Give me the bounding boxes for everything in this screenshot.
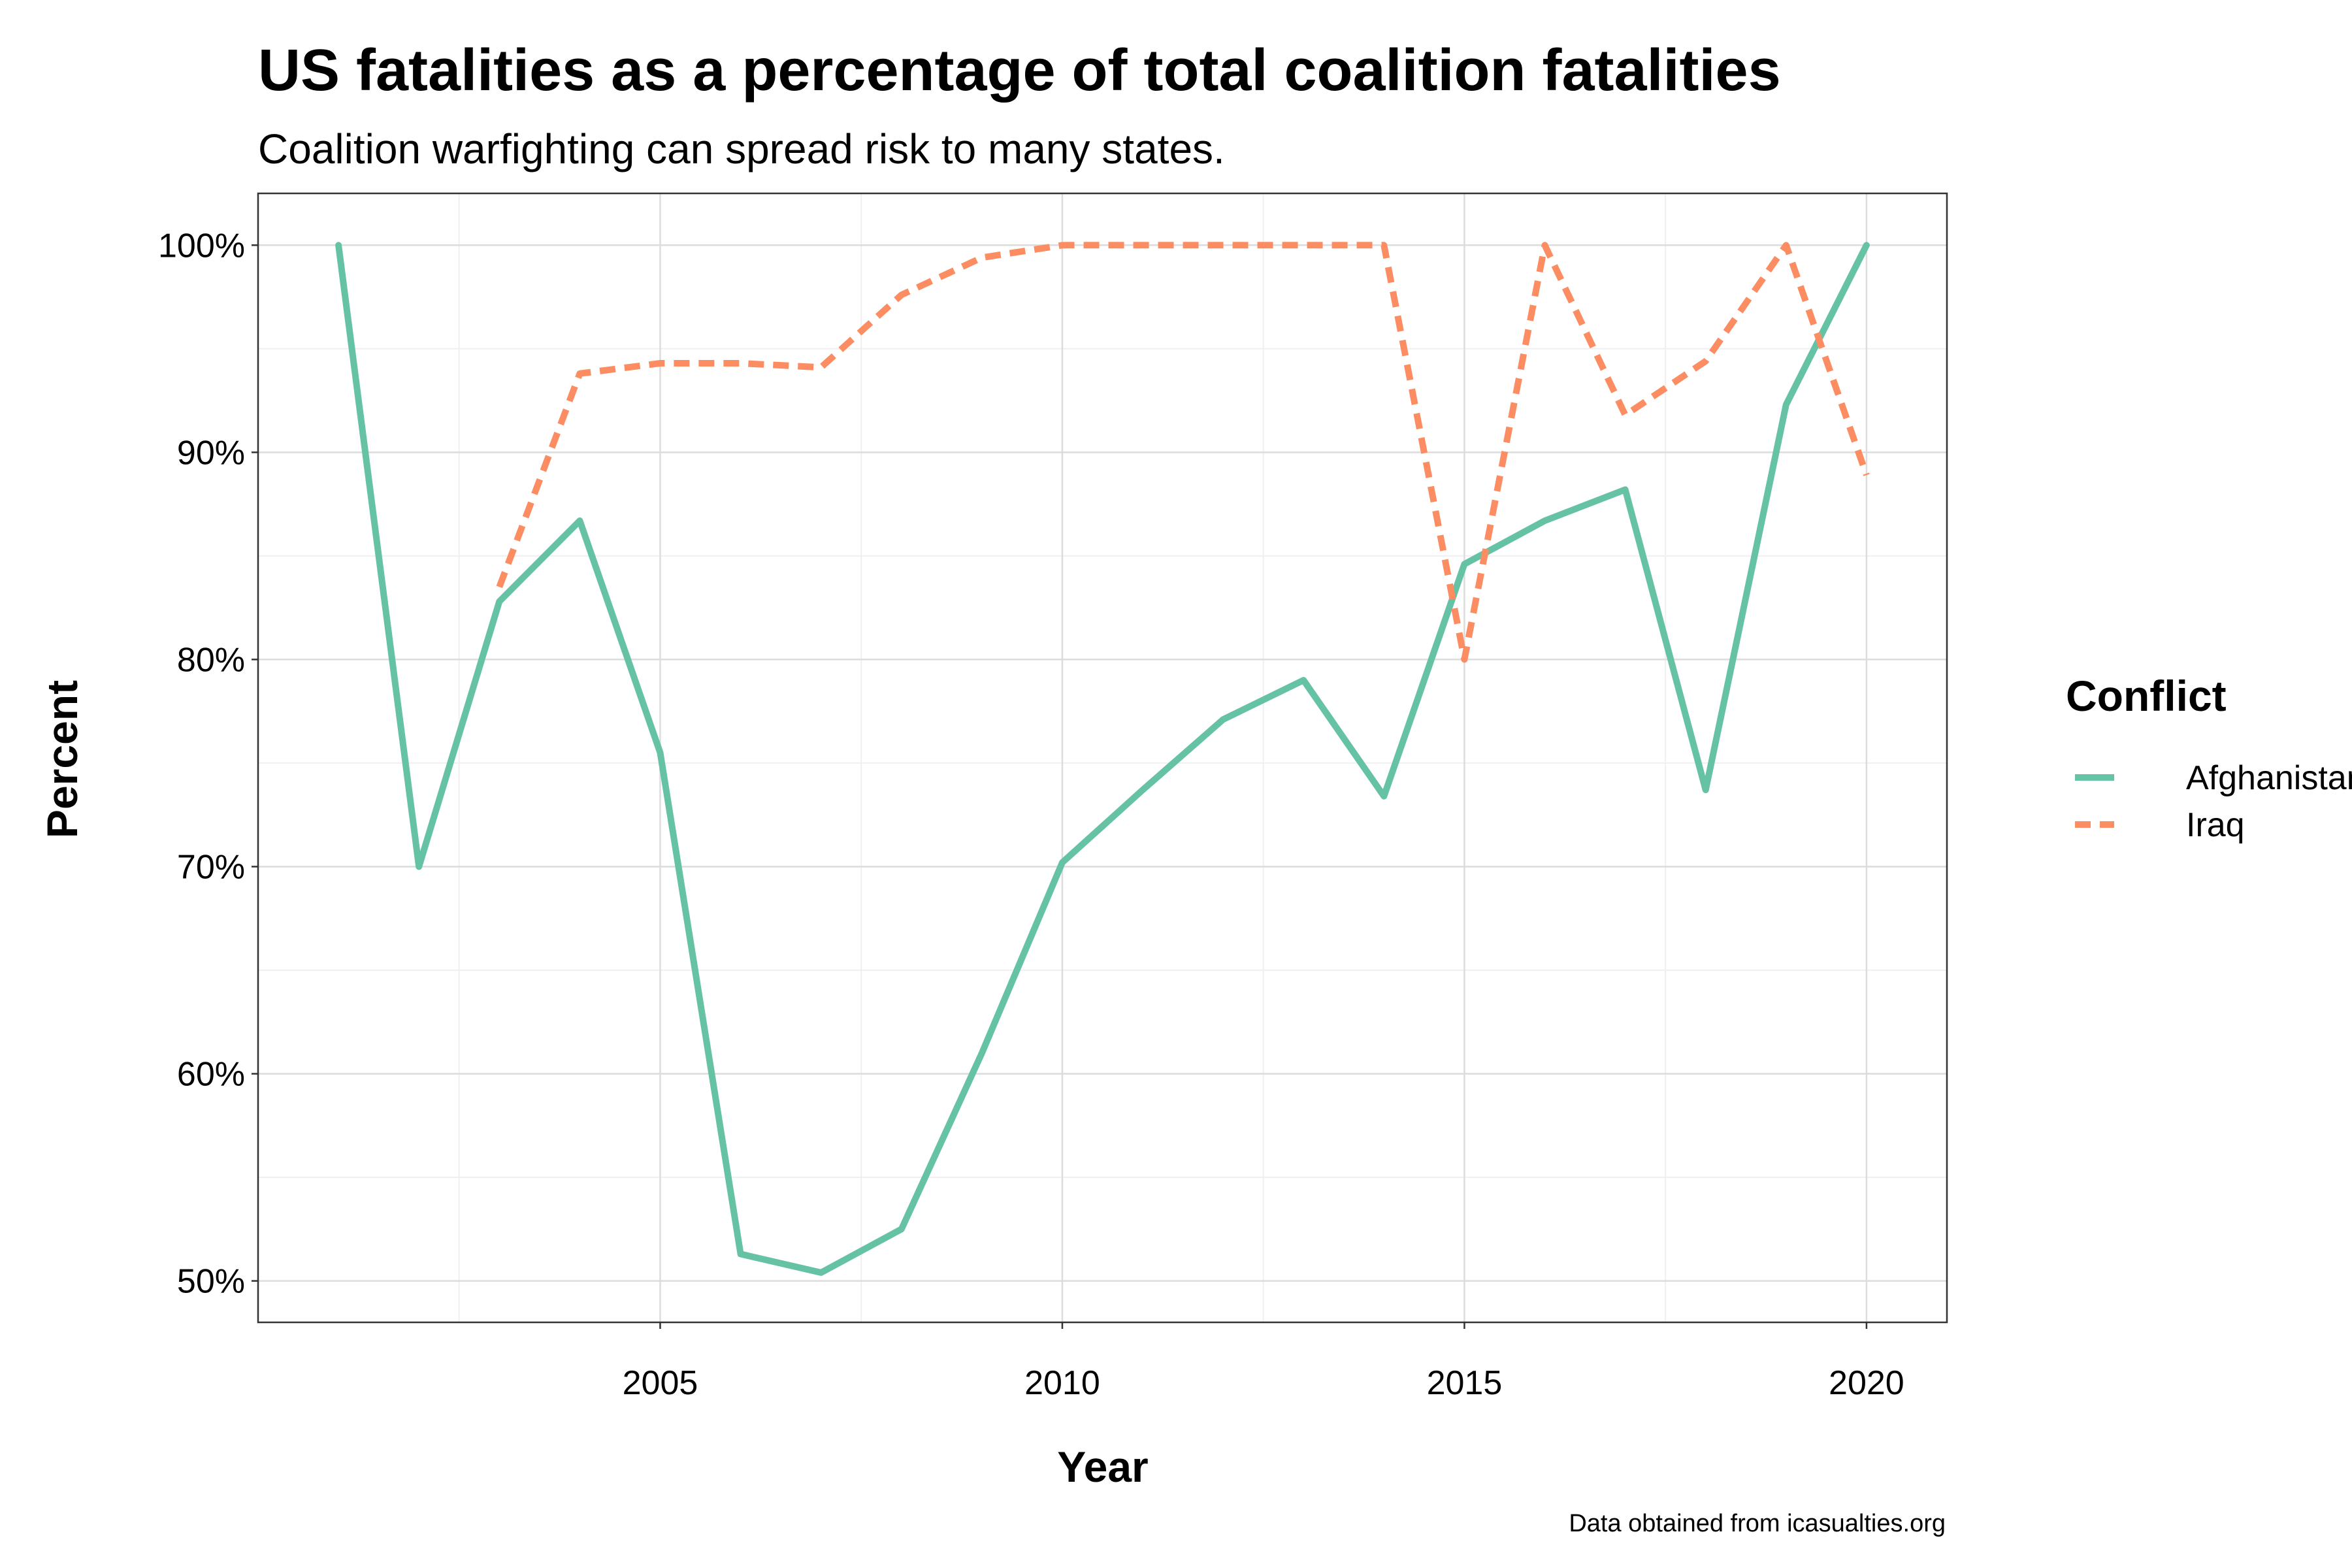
x-axis: 2005 2010 2015 2020 — [623, 1322, 1904, 1402]
series-line-afghanistan — [335, 242, 1870, 1276]
y-tick-label: 80% — [177, 641, 245, 679]
y-tick-label: 70% — [177, 848, 245, 886]
series-line-iraq — [496, 242, 1870, 663]
x-tick-label: 2005 — [623, 1364, 698, 1402]
legend-items: Afghanistan Iraq — [2075, 759, 2352, 844]
legend: Conflict Afghanistan Iraq — [2066, 672, 2352, 844]
chart-title: US fatalities as a percentage of total c… — [258, 38, 1781, 103]
legend-label-afghanistan: Afghanistan — [2186, 759, 2352, 797]
series-layer — [335, 242, 1870, 1276]
x-tick-label: 2015 — [1427, 1364, 1503, 1402]
legend-title: Conflict — [2066, 672, 2227, 720]
major-gridlines — [258, 193, 1947, 1322]
minor-gridlines — [258, 193, 1947, 1322]
legend-label-iraq: Iraq — [2186, 806, 2245, 844]
y-tick-label: 50% — [177, 1263, 245, 1301]
x-axis-title: Year — [1057, 1443, 1148, 1491]
y-axis: 50% 60% 70% 80% 90% 100% — [158, 227, 258, 1301]
plot-panel-border — [257, 192, 1948, 1324]
y-tick-label: 60% — [177, 1056, 245, 1094]
y-tick-label: 100% — [158, 227, 245, 265]
chart-subtitle: Coalition warfighting can spread risk to… — [258, 125, 1225, 172]
chart-caption: Data obtained from icasualties.org — [1569, 1510, 1946, 1537]
y-tick-label: 90% — [177, 434, 245, 472]
x-tick-label: 2010 — [1024, 1364, 1100, 1402]
y-axis-title: Percent — [38, 680, 86, 838]
x-tick-label: 2020 — [1829, 1364, 1904, 1402]
